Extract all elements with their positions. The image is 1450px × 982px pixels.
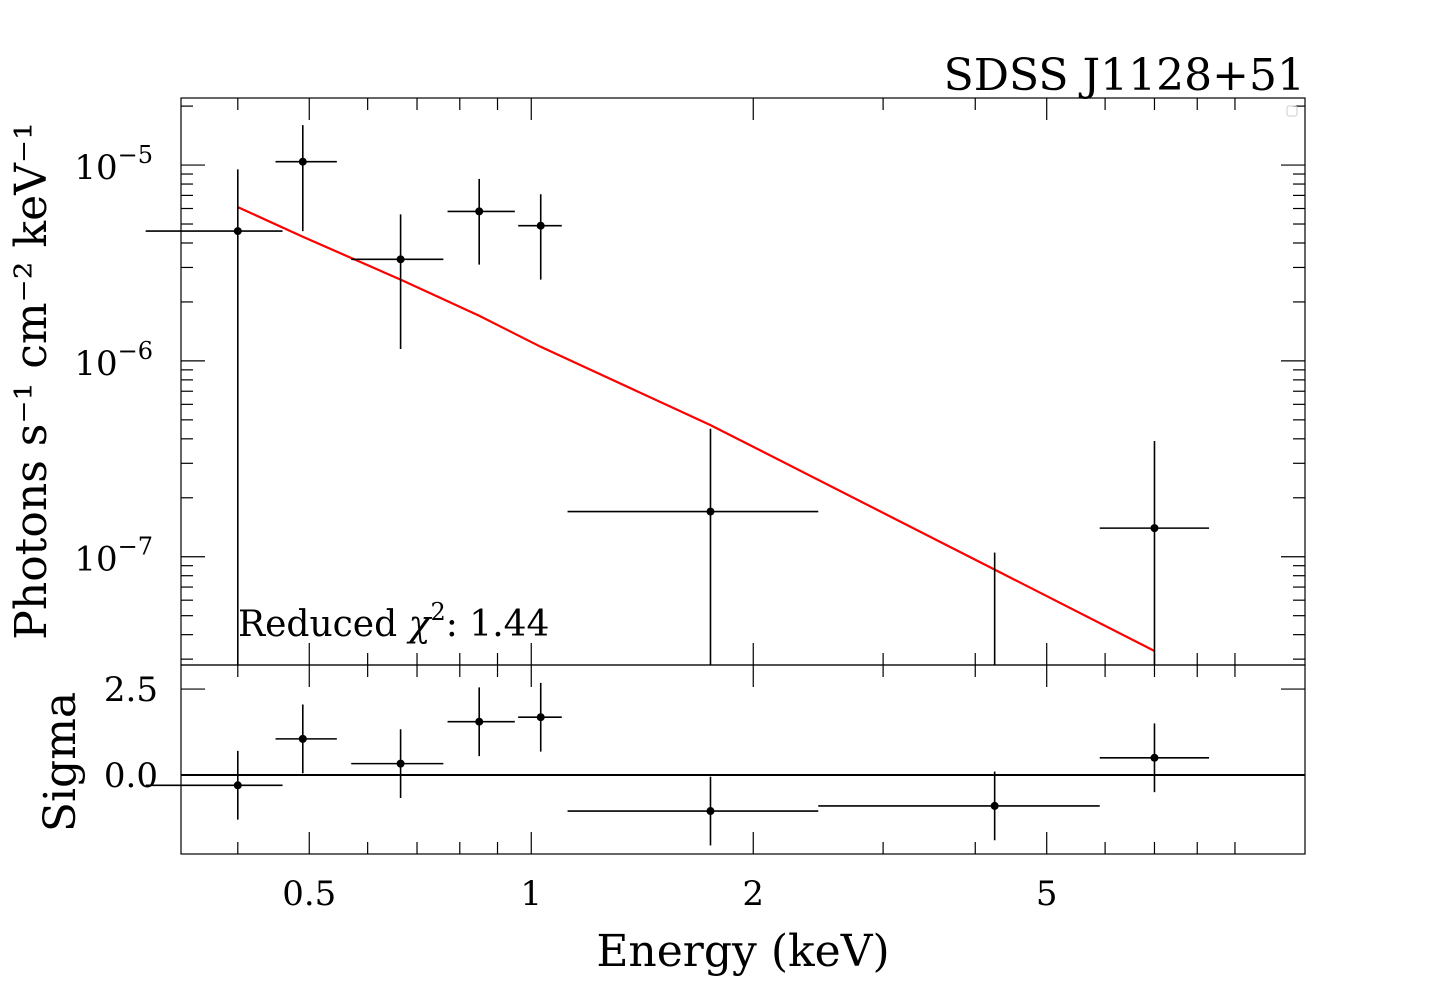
x-axis-label: Energy (keV) bbox=[596, 926, 889, 977]
y-tick-base: 10 bbox=[74, 540, 117, 580]
residual-panel: 0.0 2.5 0.5 1 2 5 Sigma Energy (keV) bbox=[35, 664, 1306, 977]
annotation-label: Reduced bbox=[238, 604, 409, 645]
point-marker bbox=[298, 157, 307, 166]
spectrum-panel: 10−710−610−5 SDSS J1128+51 Reduced χ2: 1… bbox=[6, 50, 1306, 666]
y-tick-exponent: −7 bbox=[118, 533, 153, 561]
data-point bbox=[1099, 723, 1210, 793]
spectrum-ticks bbox=[181, 98, 1305, 665]
x-tick-labels: 0.5 1 2 5 bbox=[282, 874, 1057, 914]
point-marker bbox=[706, 807, 715, 816]
point-marker bbox=[536, 713, 545, 722]
point-marker bbox=[475, 717, 484, 726]
point-marker bbox=[396, 759, 405, 768]
point-marker bbox=[475, 207, 484, 216]
x-tick-label: 5 bbox=[1036, 874, 1058, 914]
data-point bbox=[447, 687, 515, 757]
point-marker bbox=[396, 255, 405, 264]
y-tick-label: 10−6 bbox=[74, 337, 153, 384]
y-tick-label: 2.5 bbox=[104, 670, 158, 710]
point-marker bbox=[233, 227, 242, 236]
annotation-superscript: 2 bbox=[430, 598, 445, 626]
residual-y-axis-label: Sigma bbox=[35, 692, 86, 832]
point-marker bbox=[298, 734, 307, 743]
data-point bbox=[518, 682, 562, 752]
x-tick-label: 2 bbox=[742, 874, 764, 914]
data-point bbox=[567, 776, 819, 846]
chart-title: SDSS J1128+51 bbox=[944, 50, 1305, 101]
y-tick-base: 10 bbox=[74, 344, 117, 384]
y-tick-base: 10 bbox=[74, 148, 117, 188]
x-tick-label: 1 bbox=[520, 874, 542, 914]
point-marker bbox=[990, 801, 999, 810]
annotation-chi-symbol: χ bbox=[406, 604, 433, 645]
data-point bbox=[351, 214, 444, 350]
data-point bbox=[447, 178, 515, 265]
reduced-chi2-annotation: Reduced χ2: 1.44 bbox=[238, 598, 549, 645]
data-point bbox=[351, 729, 444, 798]
data-point bbox=[818, 771, 1100, 841]
y-tick-label: 0.0 bbox=[104, 756, 158, 796]
data-point bbox=[518, 194, 562, 280]
data-point bbox=[275, 704, 337, 774]
model-line bbox=[237, 206, 1155, 652]
data-point bbox=[145, 169, 283, 665]
residual-ticks bbox=[181, 665, 1305, 854]
point-marker bbox=[233, 781, 242, 790]
point-marker bbox=[1150, 524, 1159, 533]
y-tick-exponent: −6 bbox=[118, 337, 153, 365]
annotation-value: : 1.44 bbox=[446, 604, 550, 645]
y-tick-label: 10−5 bbox=[74, 141, 153, 188]
y-tick-exponent: −5 bbox=[118, 141, 153, 169]
residual-data-points bbox=[145, 682, 1210, 846]
residual-axes-frame bbox=[180, 664, 1306, 855]
legend-box bbox=[1286, 105, 1298, 117]
point-marker bbox=[1150, 753, 1159, 762]
spectrum-axes-frame bbox=[180, 97, 1306, 666]
data-point bbox=[1099, 440, 1210, 665]
data-point bbox=[275, 125, 337, 232]
point-marker bbox=[536, 221, 545, 230]
x-tick-label: 0.5 bbox=[282, 874, 336, 914]
point-marker bbox=[706, 507, 715, 516]
spectrum-y-tick-labels: 10−710−610−5 bbox=[74, 141, 153, 580]
spectrum-data-points bbox=[145, 125, 1210, 665]
data-point bbox=[145, 750, 283, 820]
data-point bbox=[567, 428, 819, 665]
y-tick-label: 10−7 bbox=[74, 533, 153, 580]
residual-y-tick-labels: 0.0 2.5 bbox=[104, 670, 158, 796]
y-axis-label: Photons s⁻¹ cm⁻² keV⁻¹ bbox=[6, 122, 57, 640]
